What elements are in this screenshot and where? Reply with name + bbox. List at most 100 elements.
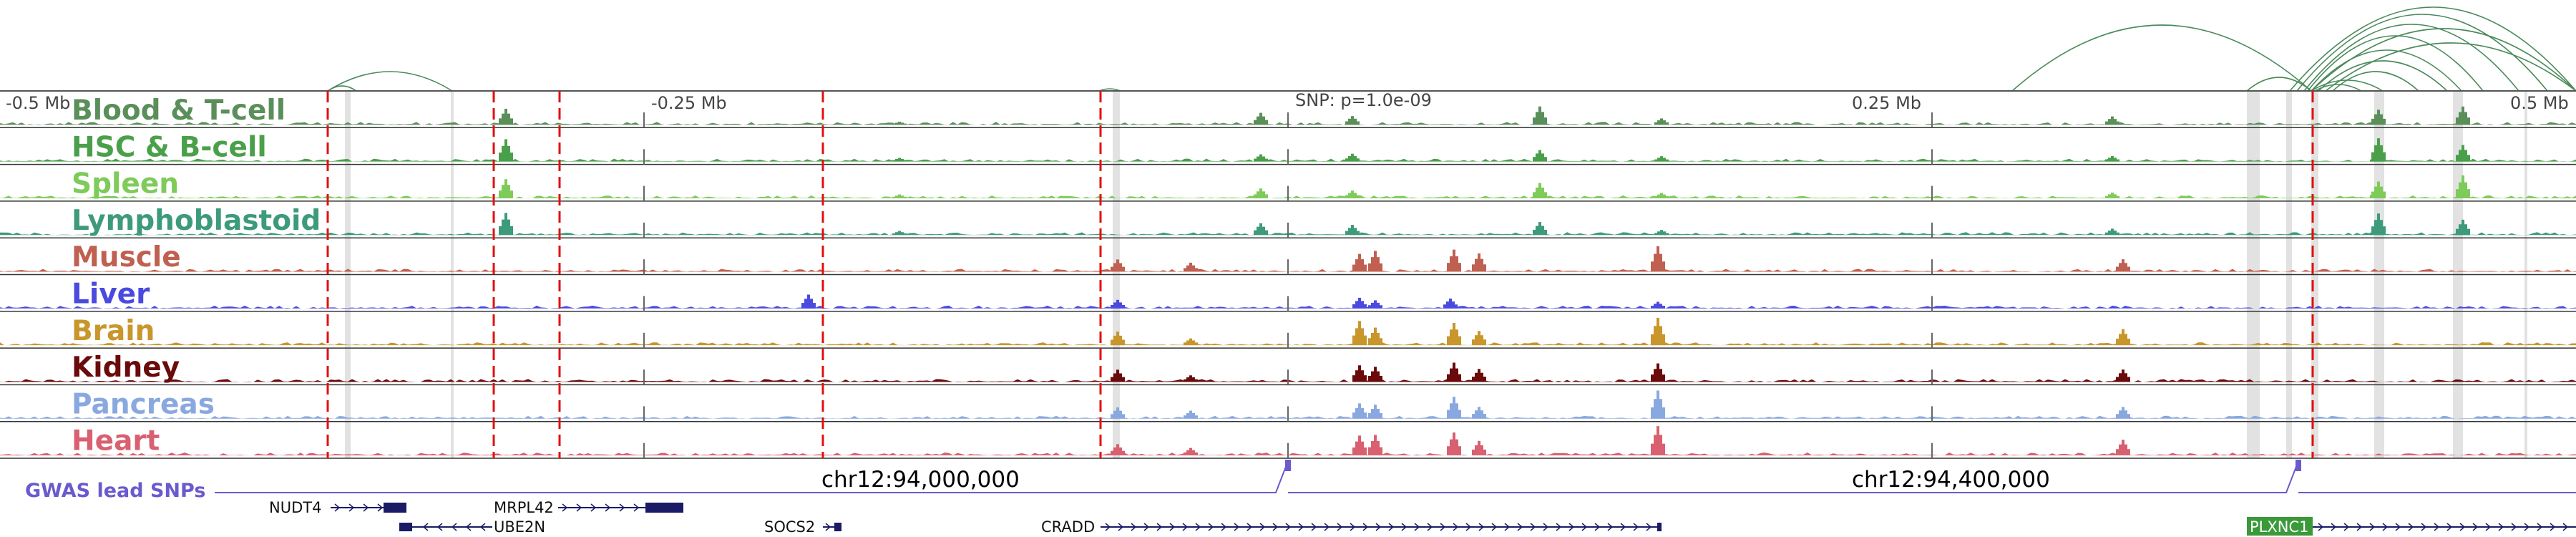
signal-peak: [2467, 158, 2470, 162]
signal-peak: [1116, 444, 1119, 455]
signal-peak: [1458, 446, 1461, 455]
signal-peak: [502, 113, 504, 125]
signal-peak: [1361, 301, 1364, 309]
signal-peak: [2459, 155, 2462, 162]
signal-peak: [2122, 259, 2124, 272]
signal-peak: [2462, 106, 2464, 125]
signal-peak: [499, 226, 502, 236]
signal-peak: [1184, 268, 1186, 272]
signal-peak: [2127, 377, 2130, 382]
signal-peak: [1659, 326, 1662, 346]
signal-peak: [2377, 110, 2380, 125]
signal-peak: [502, 219, 504, 236]
signal-peak: [1660, 230, 1663, 236]
signal-tracks: [0, 106, 2576, 459]
signal-peak: [1446, 301, 1449, 309]
ruler-label-mid-left: -0.25 Mb: [651, 93, 727, 113]
signal-peak: [1357, 158, 1360, 162]
signal-peak: [2124, 373, 2127, 382]
signal-peak: [1657, 246, 1659, 272]
signal-peak: [1352, 304, 1355, 309]
signal-peak: [2456, 121, 2459, 125]
signal-peak: [1119, 373, 1122, 382]
gene-cradd[interactable]: CRADD: [1041, 518, 1662, 536]
signal-peak: [2380, 145, 2383, 162]
signal-peak: [2467, 189, 2470, 198]
signal-peak: [1533, 157, 1536, 162]
signal-peak: [1449, 298, 1452, 309]
signal-peak: [1541, 112, 1544, 125]
signal-peak: [1654, 399, 1657, 419]
signal-peak: [2124, 263, 2127, 272]
signal-peak: [1371, 332, 1374, 346]
gene-mrpl42[interactable]: MRPL42: [494, 499, 683, 516]
signal-peak: [1380, 338, 1382, 346]
signal-peak: [1654, 233, 1657, 236]
signal-peak: [2116, 266, 2119, 272]
signal-peak: [1354, 156, 1357, 162]
signal-peak: [1662, 443, 1665, 455]
signal-peak: [1657, 317, 1659, 346]
signal-peak: [1453, 322, 1455, 346]
signal-peak: [1113, 302, 1116, 309]
interaction-arc: [2307, 35, 2484, 92]
signal-peak: [2105, 232, 2108, 236]
signal-peak: [1480, 372, 1483, 382]
signal-peak: [1654, 159, 1657, 162]
track-label: Lymphoblastoid: [72, 205, 321, 237]
track-label: Blood & T-cell: [72, 95, 286, 127]
signal-peak: [1447, 336, 1450, 346]
signal-peak: [1116, 332, 1119, 346]
signal-peak: [1483, 264, 1486, 272]
gene-ube2n[interactable]: UBE2N: [399, 518, 545, 536]
signal-peak: [1189, 448, 1192, 455]
signal-peak: [1357, 231, 1360, 236]
signal-peak: [2459, 118, 2462, 125]
signal-peak: [2111, 116, 2114, 125]
signal-peak: [1361, 407, 1364, 419]
gene-nudt4[interactable]: NUDT4: [269, 499, 406, 516]
signal-peak: [1538, 150, 1541, 162]
signal-peak: [2119, 263, 2122, 272]
signal-peak: [1480, 410, 1483, 419]
gene-label-cradd: CRADD: [1041, 518, 1095, 536]
signal-peak: [2377, 138, 2380, 162]
signal-peak: [892, 160, 895, 162]
signal-peak: [1377, 332, 1380, 346]
track-label: Kidney: [72, 352, 180, 384]
signal-peak: [1257, 156, 1259, 162]
gene-plxnc1[interactable]: PLXNC1: [2247, 517, 2576, 536]
signal-peak: [1659, 399, 1662, 419]
signal-peak: [1184, 379, 1186, 382]
signal-peak: [2116, 449, 2119, 455]
signal-peak: [1538, 106, 1541, 125]
signal-peak: [1257, 226, 1259, 236]
signal-peak: [2456, 231, 2459, 236]
signal-peak: [2464, 228, 2467, 236]
signal-peak: [1660, 156, 1663, 162]
signal-peak: [1453, 397, 1455, 419]
signal-peak: [1654, 253, 1657, 272]
signal-peak: [1348, 156, 1351, 162]
signal-peak: [1450, 256, 1453, 272]
ruler-label-right: 0.5 Mb: [2510, 93, 2569, 113]
track-labels: Blood & T-cell HSC & B-cell Spleen Lymphobl…: [72, 95, 321, 458]
signal-peak: [2459, 192, 2462, 198]
signal-peak: [2119, 334, 2122, 346]
gene-socs2[interactable]: SOCS2: [764, 518, 841, 536]
signal-peak: [1478, 331, 1480, 346]
signal-peak: [2114, 194, 2117, 198]
signal-peak: [1368, 305, 1371, 309]
signal-peak: [1265, 194, 1268, 198]
signal-peak: [1541, 187, 1544, 198]
signal-peak: [1380, 305, 1382, 309]
signal-peak: [2464, 118, 2467, 125]
signal-peak: [1654, 304, 1657, 309]
signal-peak: [2456, 117, 2459, 125]
signal-peak: [1455, 368, 1458, 382]
signal-peak: [1660, 118, 1663, 125]
signal-peak: [2373, 231, 2376, 236]
signal-peak: [895, 159, 898, 162]
signal-peak: [1651, 306, 1654, 309]
signal-peak: [2119, 373, 2122, 382]
